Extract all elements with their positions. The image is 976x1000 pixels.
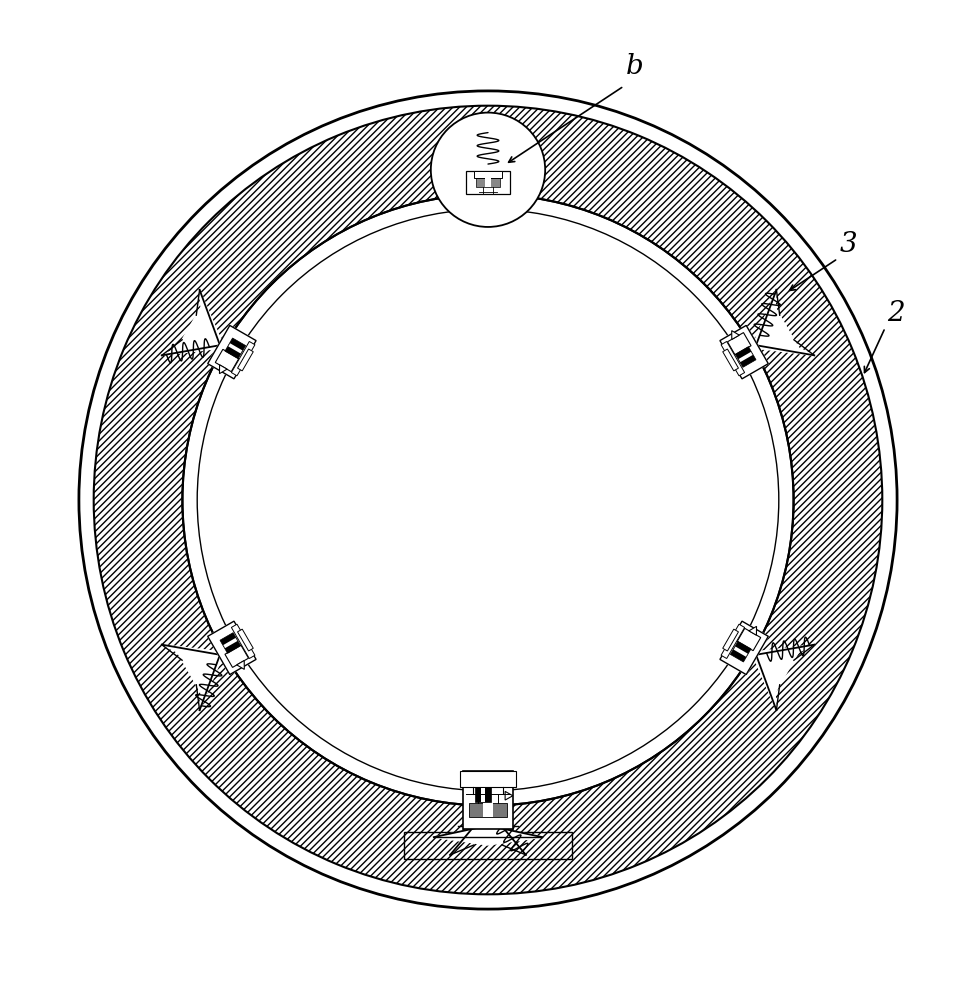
Polygon shape [208, 325, 256, 379]
Polygon shape [224, 638, 237, 648]
Text: 2: 2 [887, 300, 905, 327]
Polygon shape [752, 645, 814, 710]
Polygon shape [404, 832, 572, 859]
Polygon shape [720, 621, 768, 675]
Polygon shape [237, 661, 244, 669]
Polygon shape [477, 777, 499, 783]
Polygon shape [216, 349, 239, 372]
Polygon shape [433, 826, 543, 845]
Polygon shape [506, 791, 512, 800]
Polygon shape [464, 771, 512, 829]
Polygon shape [490, 787, 506, 805]
Circle shape [79, 91, 897, 909]
Polygon shape [727, 333, 752, 355]
Polygon shape [220, 365, 227, 374]
Polygon shape [162, 290, 224, 355]
Polygon shape [470, 779, 506, 786]
Polygon shape [476, 178, 500, 187]
Polygon shape [461, 771, 515, 787]
Polygon shape [749, 626, 756, 635]
Text: 3: 3 [840, 231, 858, 258]
Polygon shape [732, 331, 739, 339]
Polygon shape [237, 629, 254, 651]
Polygon shape [208, 621, 256, 675]
Polygon shape [224, 338, 246, 359]
Polygon shape [220, 633, 241, 653]
Polygon shape [231, 341, 255, 376]
Polygon shape [483, 803, 493, 817]
Polygon shape [481, 788, 485, 802]
Polygon shape [735, 347, 756, 367]
Polygon shape [208, 621, 256, 675]
Polygon shape [485, 178, 491, 187]
Polygon shape [752, 290, 814, 355]
Polygon shape [469, 803, 507, 817]
Polygon shape [720, 325, 768, 379]
Polygon shape [722, 629, 739, 651]
Circle shape [430, 113, 546, 227]
Polygon shape [475, 787, 491, 802]
Polygon shape [224, 645, 249, 667]
Polygon shape [722, 349, 739, 371]
Polygon shape [721, 624, 745, 659]
Polygon shape [450, 805, 526, 855]
Polygon shape [720, 621, 768, 675]
Polygon shape [720, 325, 768, 379]
Polygon shape [228, 343, 242, 353]
Polygon shape [208, 325, 256, 379]
Polygon shape [466, 781, 510, 811]
Polygon shape [474, 171, 502, 178]
Polygon shape [737, 628, 760, 651]
Text: b: b [626, 53, 644, 80]
Polygon shape [231, 624, 255, 659]
Polygon shape [466, 781, 510, 811]
Polygon shape [739, 352, 752, 362]
Polygon shape [721, 341, 745, 376]
Polygon shape [467, 171, 509, 194]
Polygon shape [162, 645, 224, 710]
Polygon shape [734, 647, 748, 657]
Polygon shape [730, 641, 752, 662]
Polygon shape [237, 349, 254, 371]
